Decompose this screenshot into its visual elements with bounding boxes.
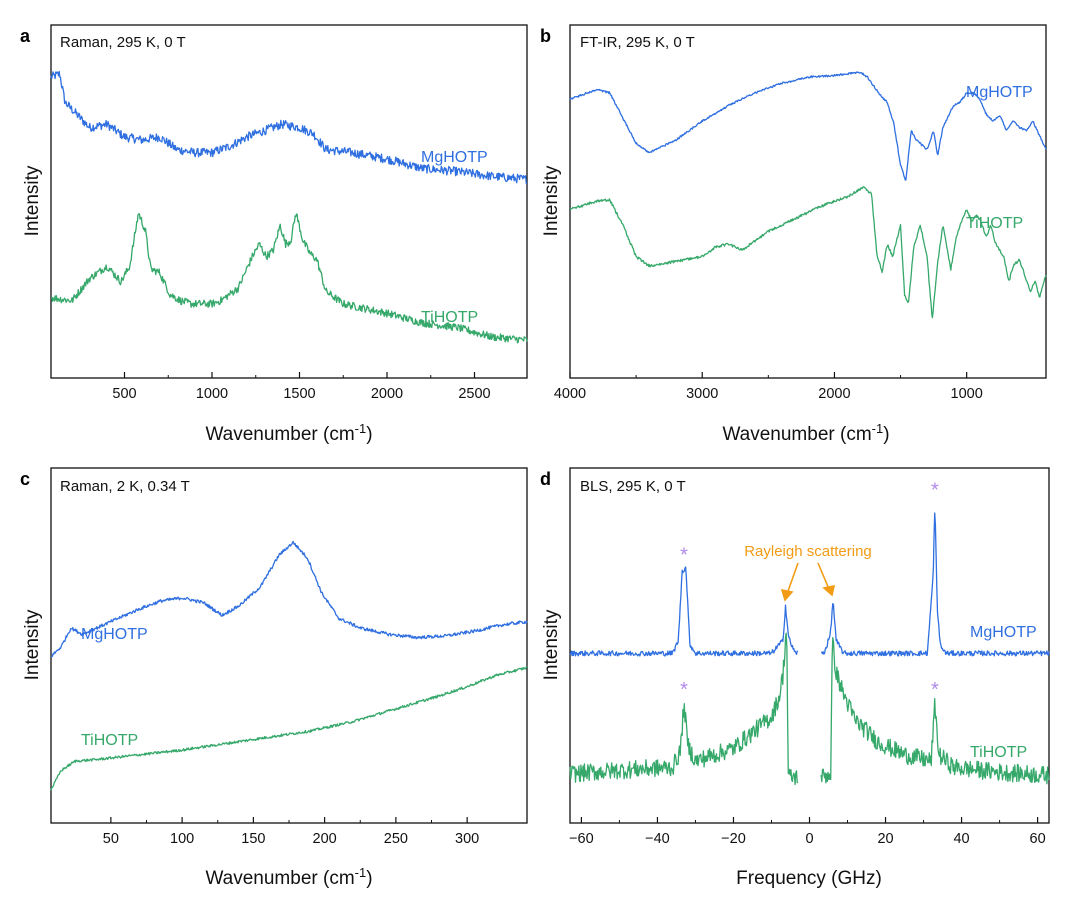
panel-c-letter: c: [20, 469, 30, 489]
panel-a-x-axis: 500 1000 1500 2000 2500: [112, 372, 491, 402]
series-tihotp-line: [569, 186, 1047, 319]
rayleigh-arrowhead-left: [780, 588, 794, 602]
panel-c-series: [50, 540, 528, 791]
x-tick-label-3: 1000: [951, 386, 983, 402]
panel-d-condition: BLS, 295 K, 0 T: [580, 478, 686, 495]
x-tick-label-1: −40: [645, 831, 670, 847]
peak-star-2: *: [680, 679, 688, 701]
panel-b-x-axis: 4000 3000 2000 1000: [554, 372, 983, 402]
x-tick-label-4: 250: [384, 831, 408, 847]
x-tick-label-5: 300: [455, 831, 479, 847]
panel-b-mg-label: MgHOTP: [966, 84, 1033, 101]
x-tick-label-2: 1500: [283, 386, 315, 402]
panel-c-x-axis: 50 100 150 200 250 300: [103, 817, 479, 847]
panel-a-ti-label: TiHOTP: [421, 309, 478, 326]
panel-c-y-label: Intensity: [22, 609, 43, 680]
x-tick-label-0: −60: [569, 831, 594, 847]
x-tick-label-0: 50: [103, 831, 119, 847]
panel-d: d BLS, 295 K, 0 T −60 −40 −20 0 20 40 60 * * * * …: [540, 467, 1050, 889]
x-tick-label-1: 3000: [686, 386, 718, 402]
rayleigh-arrow-left: [786, 562, 799, 595]
series-mghotp-line: [569, 71, 1047, 181]
panel-b-letter: b: [540, 26, 551, 46]
panel-b-ti-label: TiHOTP: [966, 215, 1023, 232]
panel-b-y-label: Intensity: [541, 165, 562, 236]
panel-d-ti-label: TiHOTP: [970, 744, 1027, 761]
rayleigh-arrow-right: [817, 562, 830, 590]
panel-d-peak-markers: * * * *: [680, 479, 939, 701]
panel-b-series: [569, 71, 1047, 319]
panel-a-series: [50, 70, 528, 344]
series-tihotp-line: [51, 213, 528, 344]
panel-d-mg-label: MgHOTP: [970, 624, 1037, 641]
panel-c-x-label: Wavenumber (cm-1): [205, 865, 372, 889]
panel-d-y-label: Intensity: [541, 609, 562, 680]
x-tick-label-3: 0: [805, 831, 813, 847]
rayleigh-annotation: Rayleigh scattering: [744, 543, 872, 560]
x-tick-label-4: 2500: [458, 386, 490, 402]
x-tick-label-2: −20: [721, 831, 746, 847]
panel-b: b FT-IR, 295 K, 0 T 4000 3000 2000 1000 MgH…: [540, 24, 1047, 445]
panel-b-frame: [569, 24, 1047, 379]
x-tick-label-1: 100: [170, 831, 194, 847]
panel-a-x-label: Wavenumber (cm-1): [205, 421, 372, 445]
rayleigh-arrowhead-right: [822, 584, 836, 597]
x-tick-label-6: 60: [1030, 831, 1046, 847]
panel-c-condition: Raman, 2 K, 0.34 T: [60, 478, 190, 495]
panel-a-condition: Raman, 295 K, 0 T: [60, 34, 186, 51]
peak-star-3: *: [931, 679, 939, 701]
panel-b-x-label: Wavenumber (cm-1): [722, 421, 889, 445]
panel-a-mg-label: MgHOTP: [421, 149, 488, 166]
peak-star-0: *: [680, 544, 688, 566]
panel-a-frame: [50, 24, 528, 379]
panel-a: a Raman, 295 K, 0 T 500 1000 1500 2000 2500 …: [20, 24, 528, 445]
series-mghotp-line: [569, 512, 1050, 657]
panel-c-frame: [50, 467, 528, 824]
panel-d-series: [569, 512, 1050, 786]
series-mghotp-line: [50, 540, 528, 658]
x-tick-label-5: 40: [953, 831, 969, 847]
panel-d-x-label: Frequency (GHz): [736, 868, 882, 889]
x-tick-label-3: 2000: [371, 386, 403, 402]
series-mghotp-line: [50, 70, 528, 185]
panel-a-letter: a: [20, 26, 31, 46]
panel-d-letter: d: [540, 469, 551, 489]
panel-b-condition: FT-IR, 295 K, 0 T: [580, 34, 695, 51]
series-tihotp-line: [50, 666, 528, 791]
series-tihotp-line: [569, 632, 1050, 786]
x-tick-label-2: 150: [241, 831, 265, 847]
x-tick-label-0: 500: [112, 386, 136, 402]
rayleigh-arrows: [780, 562, 836, 602]
panel-c: c Raman, 2 K, 0.34 T 50 100 150 200 250 300 M…: [20, 467, 528, 889]
peak-star-1: *: [931, 479, 939, 501]
x-tick-label-4: 20: [877, 831, 893, 847]
x-tick-label-3: 200: [313, 831, 337, 847]
panel-a-y-label: Intensity: [22, 165, 43, 236]
panel-c-mg-label: MgHOTP: [81, 626, 148, 643]
panel-c-ti-label: TiHOTP: [81, 732, 138, 749]
x-tick-label-2: 2000: [818, 386, 850, 402]
x-tick-label-1: 1000: [196, 386, 228, 402]
x-tick-label-0: 4000: [554, 386, 586, 402]
panel-d-x-axis: −60 −40 −20 0 20 40 60: [569, 817, 1046, 847]
